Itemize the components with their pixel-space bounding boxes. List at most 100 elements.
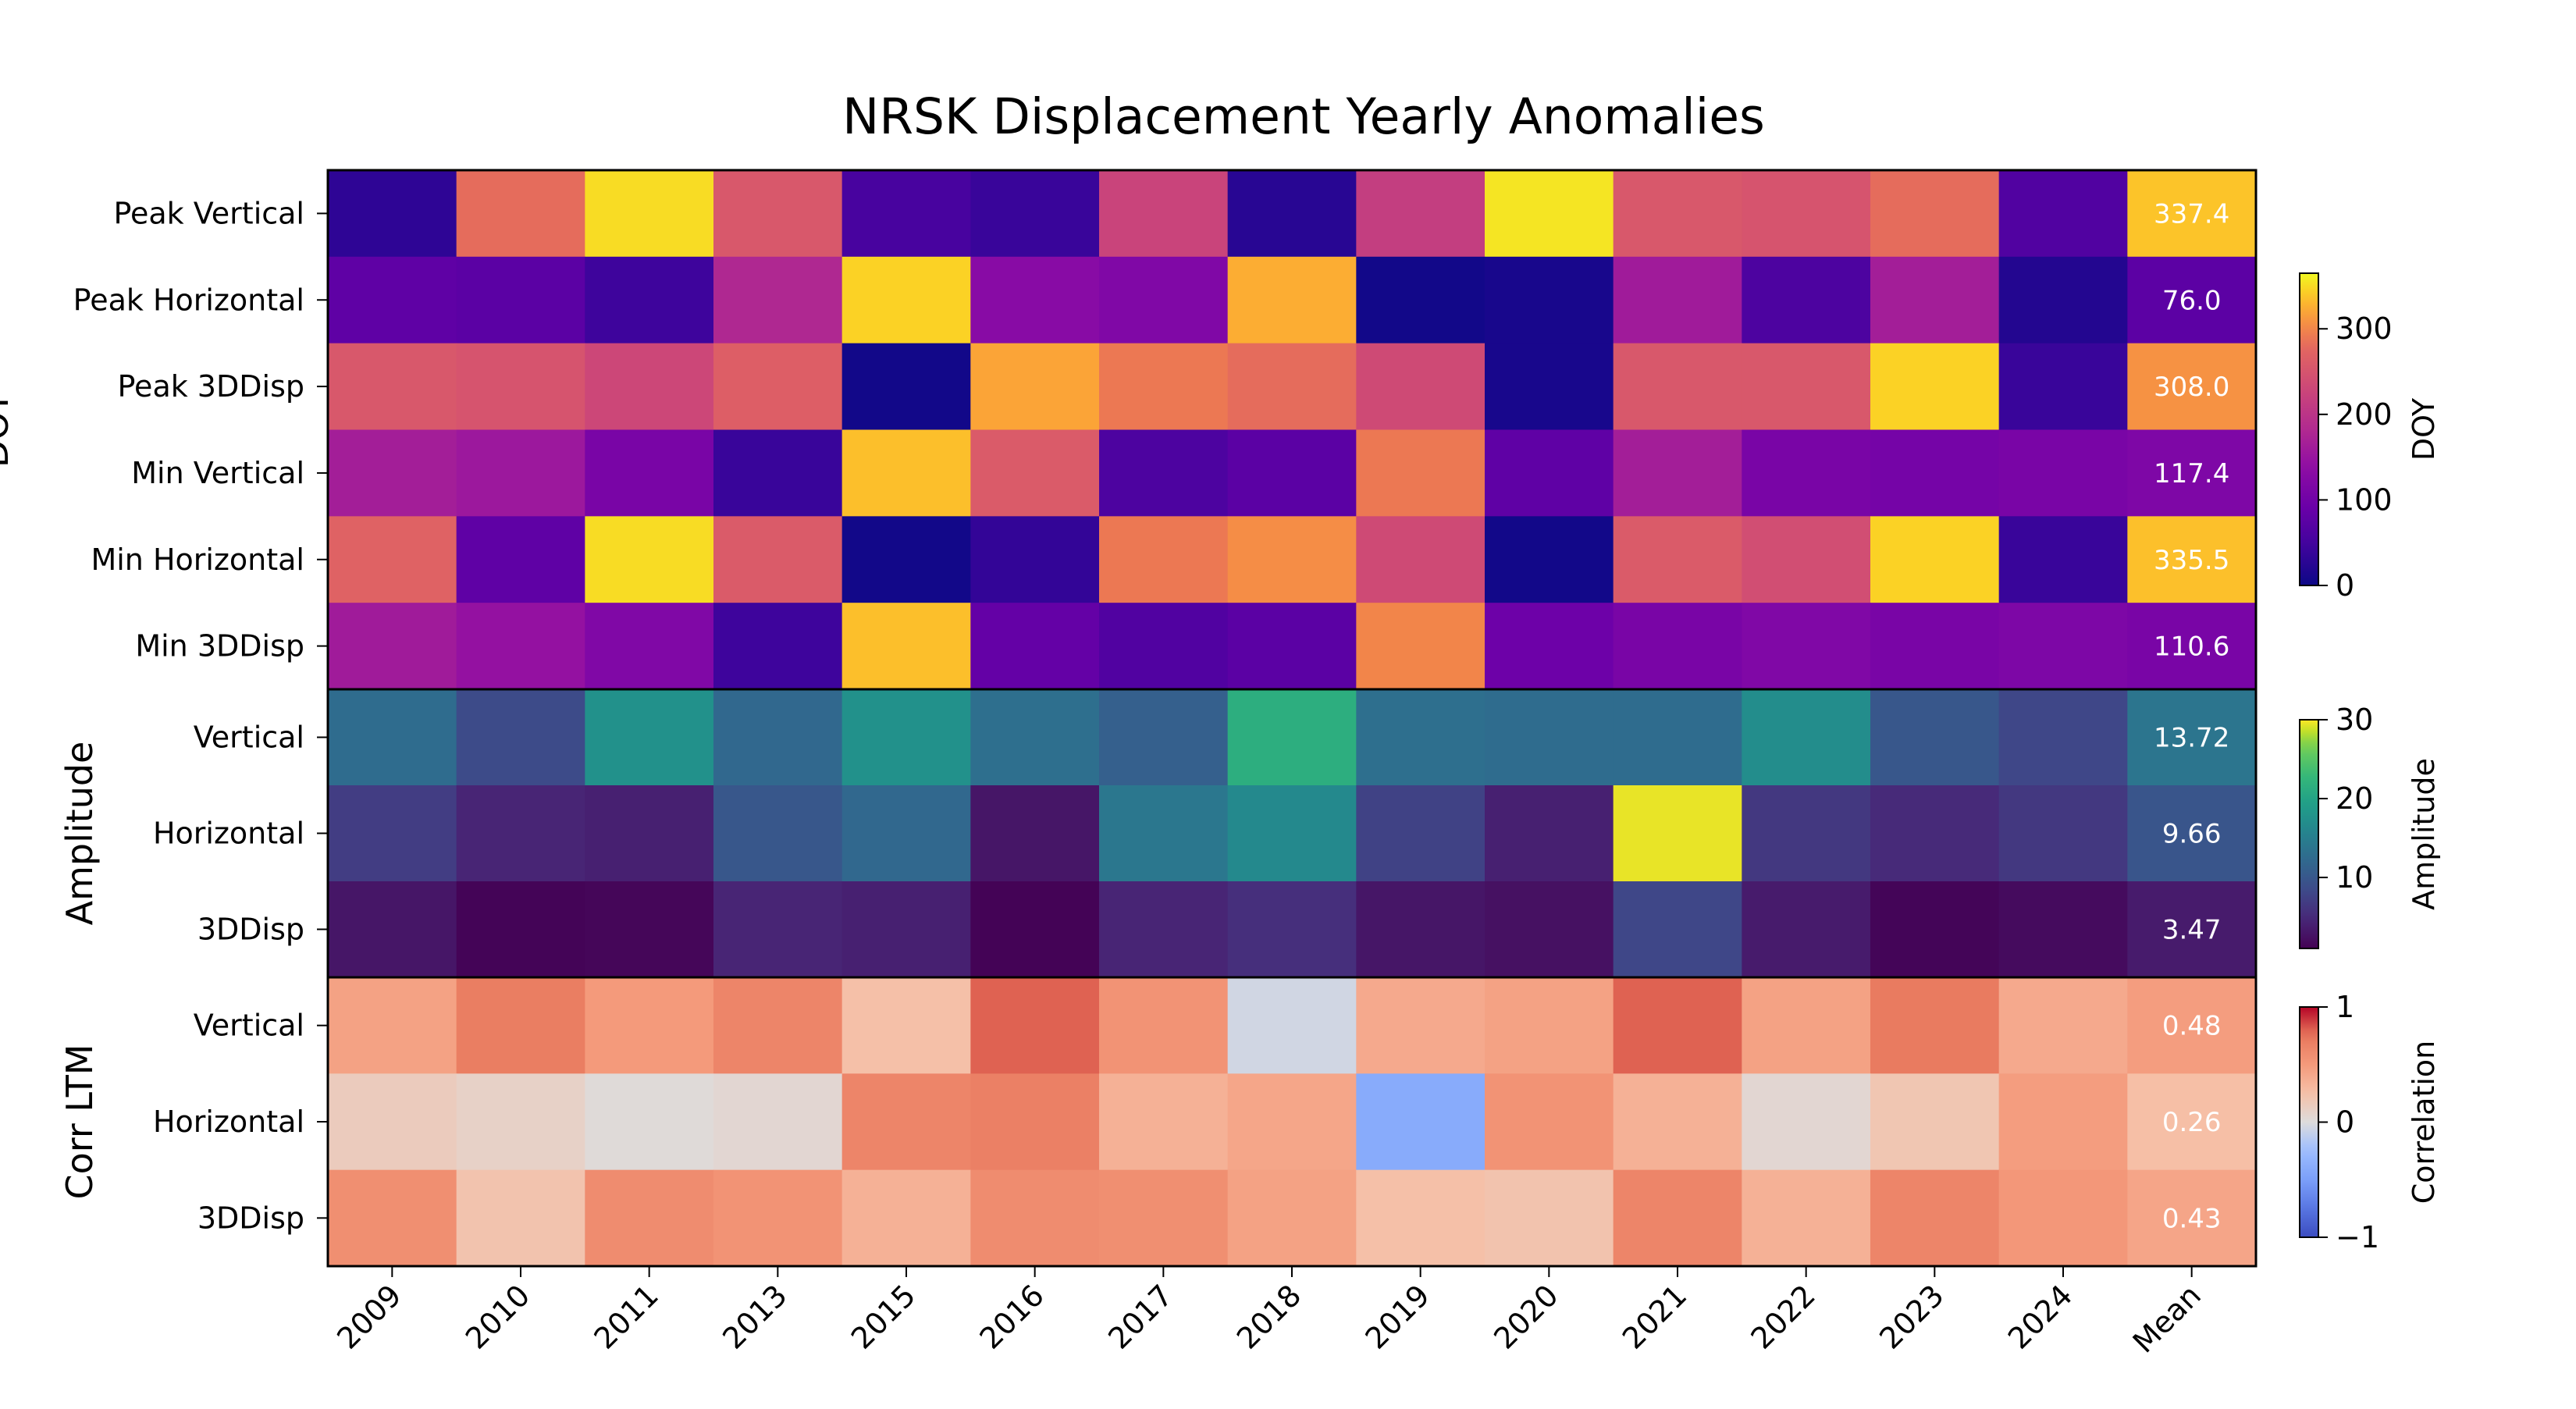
heatmap-cell <box>585 256 714 344</box>
heatmap-cell <box>1870 785 2000 882</box>
heatmap-cell <box>1356 343 1485 431</box>
heatmap-cell <box>1613 256 1742 344</box>
heatmap-cell <box>970 343 1100 431</box>
heatmap-cell <box>1870 343 2000 431</box>
column-labels: 2009 2010 2011 2013 2015 2016 2017 2018 2019 2020… <box>330 1266 2208 1360</box>
heatmap-cell <box>1099 343 1229 431</box>
heatmap-cell <box>456 516 585 603</box>
heatmap-cell <box>841 785 971 882</box>
heatmap-cell <box>1613 881 1742 978</box>
mean-value-label: 110.6 <box>2154 632 2229 663</box>
heatmap-cell <box>841 170 971 258</box>
heatmap-cell <box>328 785 457 882</box>
heatmap-cell <box>1485 785 1614 882</box>
heatmap-cell <box>1870 977 2000 1074</box>
heatmap-cell <box>1742 881 1871 978</box>
column-label: 2021 <box>1616 1278 1694 1356</box>
colorbar-label: DOY <box>2407 397 2441 461</box>
heatmap-cell <box>1356 256 1485 344</box>
heatmap-cell <box>1356 516 1485 603</box>
colorbar-tick-label: 300 <box>2336 311 2393 346</box>
heatmap-cell <box>328 689 457 786</box>
group-label: DOY <box>0 391 16 468</box>
heatmap-cell <box>456 785 585 882</box>
heatmap-cell <box>970 516 1100 603</box>
heatmap-cell <box>456 881 585 978</box>
heatmap-cell <box>456 1073 585 1171</box>
heatmap-cell <box>1099 1169 1229 1267</box>
heatmap-cell <box>2127 429 2257 517</box>
heatmap-cell <box>1099 881 1229 978</box>
heatmap-cell <box>1742 170 1871 258</box>
heatmap-cell <box>713 1073 843 1171</box>
heatmap-cell <box>970 603 1100 690</box>
column-label: 2013 <box>716 1278 794 1356</box>
heatmap-cell <box>456 603 585 690</box>
heatmap-cell <box>585 1073 714 1171</box>
column-label: 2015 <box>845 1278 923 1356</box>
heatmap-cell <box>1613 343 1742 431</box>
heatmap-cell <box>713 1169 843 1267</box>
heatmap-cell <box>1870 603 2000 690</box>
heatmap-cell <box>1099 785 1229 882</box>
heatmap-cell <box>585 603 714 690</box>
heatmap-cell <box>713 785 843 882</box>
mean-value-label: 13.72 <box>2154 723 2229 754</box>
heatmap-cell <box>1613 785 1742 882</box>
heatmap-cell <box>1227 785 1357 882</box>
colorbar-tick-label: 1 <box>2336 990 2354 1024</box>
heatmap-cell <box>1099 689 1229 786</box>
heatmap-cell <box>456 1169 585 1267</box>
heatmap-cell <box>1227 429 1357 517</box>
heatmap-cell <box>713 343 843 431</box>
heatmap-cell <box>2127 343 2257 431</box>
heatmap-cell <box>2127 170 2257 258</box>
heatmap-cell <box>1099 1073 1229 1171</box>
heatmap-cell <box>1613 429 1742 517</box>
heatmap-cells: 337.4 76.0 308.0 117.4 335.5 110.6 13.72 9.66 3.… <box>328 170 2257 1267</box>
heatmap-cell <box>1485 256 1614 344</box>
heatmap-cell <box>713 881 843 978</box>
heatmap-cell <box>2127 603 2257 690</box>
heatmap-cell <box>1485 689 1614 786</box>
heatmap-cell <box>1742 1169 1871 1267</box>
column-label: 2020 <box>1487 1278 1565 1356</box>
heatmap-cell <box>585 977 714 1074</box>
heatmap-cell <box>585 516 714 603</box>
heatmap-cell <box>1870 1073 2000 1171</box>
colorbar-tick-label: 0 <box>2336 1105 2354 1140</box>
column-label: Mean <box>2126 1278 2208 1359</box>
heatmap-cell <box>1485 881 1614 978</box>
heatmap-cell <box>1998 170 2128 258</box>
heatmap-cell <box>1998 516 2128 603</box>
group-label: Corr LTM <box>59 1044 101 1200</box>
row-label: 3DDisp <box>197 1201 304 1235</box>
heatmap-cell <box>1870 429 2000 517</box>
heatmap-cell <box>328 343 457 431</box>
heatmap-cell <box>585 881 714 978</box>
heatmap-cell <box>1485 1073 1614 1171</box>
heatmap-cell <box>1099 429 1229 517</box>
heatmap-cell <box>328 603 457 690</box>
row-label: Min Horizontal <box>91 543 304 577</box>
heatmap-cell <box>1870 516 2000 603</box>
heatmap-cell <box>1870 1169 2000 1267</box>
heatmap-cell <box>2127 516 2257 603</box>
mean-value-label: 3.47 <box>2162 915 2222 946</box>
mean-value-label: 308.0 <box>2154 372 2229 403</box>
heatmap-cell <box>1356 1073 1485 1171</box>
mean-value-label: 76.0 <box>2162 285 2222 316</box>
chart-title: NRSK Displacement Yearly Anomalies <box>842 88 1765 145</box>
heatmap-cell <box>328 170 457 258</box>
heatmap-cell <box>1485 603 1614 690</box>
heatmap-cell <box>1485 429 1614 517</box>
heatmap-cell <box>585 429 714 517</box>
heatmap-cell <box>2127 256 2257 344</box>
heatmap-cell <box>1742 516 1871 603</box>
heatmap-cell <box>1227 881 1357 978</box>
heatmap-cell <box>1613 603 1742 690</box>
mean-value-label: 117.4 <box>2154 458 2229 489</box>
heatmap-cell <box>1613 170 1742 258</box>
heatmap-cell <box>456 689 585 786</box>
heatmap-cell <box>1356 689 1485 786</box>
